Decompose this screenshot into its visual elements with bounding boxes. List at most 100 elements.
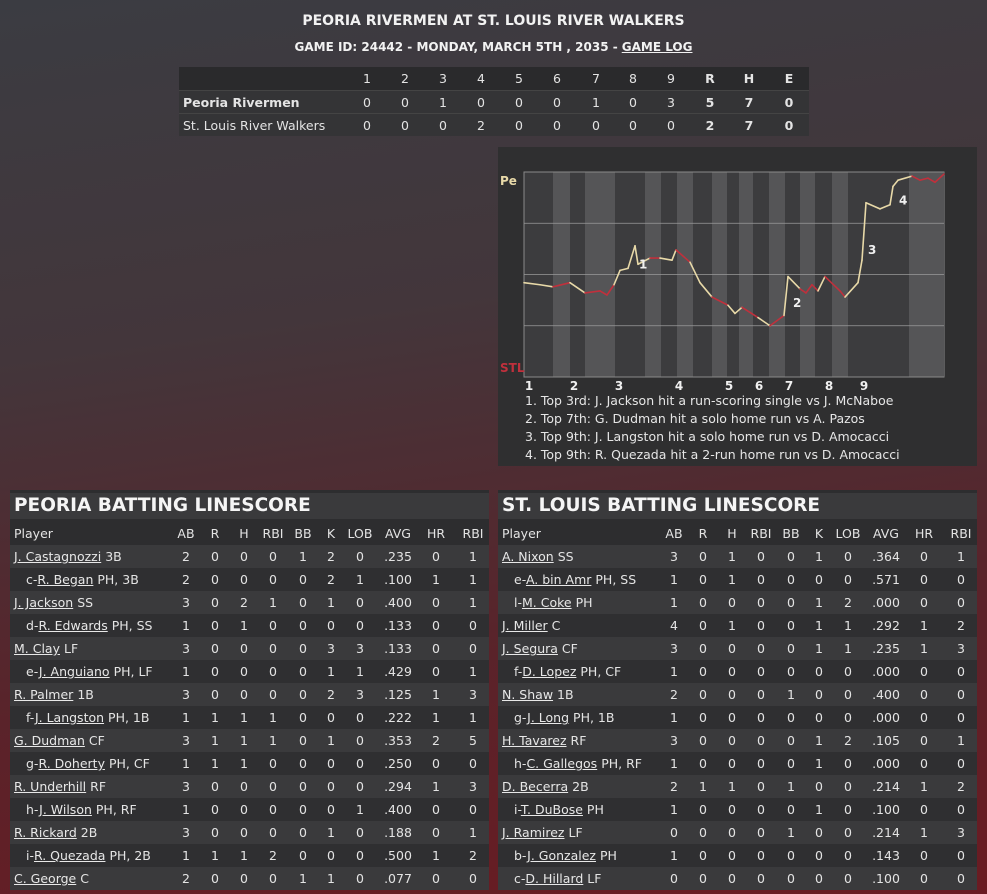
player-link[interactable]: J. Castagnozzi [14, 549, 102, 564]
column-header: 1 [363, 71, 371, 86]
player-cell: J. Segura CF [502, 637, 578, 660]
player-link[interactable]: C. Gallegos [526, 756, 598, 771]
stat: 5 [469, 733, 477, 748]
player-link[interactable]: N. Shaw [502, 687, 554, 702]
stat: 1 [787, 779, 795, 794]
column-header: H [239, 526, 249, 541]
win-probability-segment [865, 201, 881, 210]
stat: 0 [957, 802, 965, 817]
player-link[interactable]: J. Wilson [39, 802, 92, 817]
stat: 1 [211, 710, 219, 725]
column-header: 8 [629, 71, 637, 86]
stat: 0 [299, 641, 307, 656]
stat: 0 [432, 664, 440, 679]
stat: 0 [299, 710, 307, 725]
player-link[interactable]: J. Anguiano [38, 664, 110, 679]
win-probability-segment [911, 175, 921, 182]
player-link[interactable]: J. Long [527, 710, 570, 725]
stat: .100 [384, 572, 412, 587]
stat: 1 [670, 848, 678, 863]
stat: 1 [670, 664, 678, 679]
win-probability-segment [889, 185, 894, 206]
team-row: St. Louis River Walkers 0 0 0 2 0 0 0 0 0 2 7 0 [179, 113, 809, 136]
column-header: RBI [750, 526, 772, 541]
player-link[interactable]: J. Gonzalez [527, 848, 596, 863]
player-link[interactable]: R. Began [37, 572, 94, 587]
player-link[interactable]: J. Segura [502, 641, 558, 656]
stat: .292 [872, 618, 900, 633]
y-tick-label: STL [500, 361, 525, 375]
player-link[interactable]: R. Quezada [33, 848, 106, 863]
position: PH, 1B [573, 710, 615, 725]
player-cell: f-D. Lopez PH, CF [514, 660, 621, 683]
stat: 1 [957, 733, 965, 748]
player-link[interactable]: A. Nixon [502, 549, 554, 564]
win-probability-segment [727, 304, 736, 315]
stat: 1 [211, 756, 219, 771]
stat: 0 [432, 618, 440, 633]
stat: 0 [327, 756, 335, 771]
stat: 3 [670, 641, 678, 656]
player-link[interactable]: M. Clay [14, 641, 60, 656]
player-link[interactable]: J. Ramirez [502, 825, 565, 840]
player-link[interactable]: R. Edwards [38, 618, 108, 633]
player-link[interactable]: R. Underhill [14, 779, 87, 794]
player-row: e-J. Anguiano PH, LF 1 0 0 0 0 1 1 .429 0 1 [10, 660, 489, 683]
stat: 0 [815, 779, 823, 794]
stat: .222 [384, 710, 412, 725]
stat: 1 [728, 572, 736, 587]
stat: 0 [356, 618, 364, 633]
player-link[interactable]: A. bin Amr [525, 572, 592, 587]
player-link[interactable]: R. Rickard [14, 825, 77, 840]
stat: 1 [240, 618, 248, 633]
stat: 1 [327, 595, 335, 610]
stat: 3 [469, 687, 477, 702]
player-link[interactable]: M. Coke [521, 595, 572, 610]
note: 3. Top 9th: J. Langston hit a solo home … [525, 429, 889, 444]
stat: 0 [269, 779, 277, 794]
stat: 0 [269, 687, 277, 702]
player-link[interactable]: C. George [14, 871, 77, 886]
player-link[interactable]: H. Tavarez [502, 733, 567, 748]
player-link[interactable]: D. Becerra [502, 779, 569, 794]
stat: 2 [327, 687, 335, 702]
stat: 1 [356, 572, 364, 587]
player-link[interactable]: G. Dudman [14, 733, 85, 748]
score: 0 [477, 95, 485, 110]
score: 0 [553, 95, 561, 110]
stat: .214 [872, 825, 900, 840]
x-tick-label: 9 [860, 379, 868, 393]
stat: 1 [670, 802, 678, 817]
column-header: BB [782, 526, 800, 541]
player-link[interactable]: J. Miller [502, 618, 548, 633]
stat: 0 [269, 549, 277, 564]
stat: 0 [211, 618, 219, 633]
player-link[interactable]: D. Hillard [525, 871, 584, 886]
win-probability-segment [627, 245, 636, 270]
player-link[interactable]: T. DuBose [520, 802, 583, 817]
stat: 0 [432, 871, 440, 886]
stat: 0 [957, 871, 965, 886]
stat: 0 [815, 848, 823, 863]
game-log-link[interactable]: GAME LOG [621, 40, 693, 54]
stat: 0 [815, 687, 823, 702]
win-probability-segment [741, 306, 759, 319]
stat: 1 [182, 618, 190, 633]
player-link[interactable]: D. Lopez [522, 664, 577, 679]
stat: 0 [728, 687, 736, 702]
player-link[interactable]: R. Palmer [14, 687, 74, 702]
player-link[interactable]: J. Langston [34, 710, 105, 725]
position: 2B [572, 779, 589, 794]
stat: 0 [844, 756, 852, 771]
win-probability-segment [606, 283, 615, 296]
stat: .125 [384, 687, 412, 702]
stat: 1 [469, 825, 477, 840]
player-link[interactable]: R. Doherty [38, 756, 105, 771]
stat: .400 [384, 802, 412, 817]
x-tick-label: 6 [755, 379, 763, 393]
stat: 0 [432, 802, 440, 817]
stat: 1 [240, 710, 248, 725]
note: 4. Top 9th: R. Quezada hit a 2-run home … [525, 447, 900, 462]
player-link[interactable]: J. Jackson [14, 595, 74, 610]
stat: 0 [757, 756, 765, 771]
